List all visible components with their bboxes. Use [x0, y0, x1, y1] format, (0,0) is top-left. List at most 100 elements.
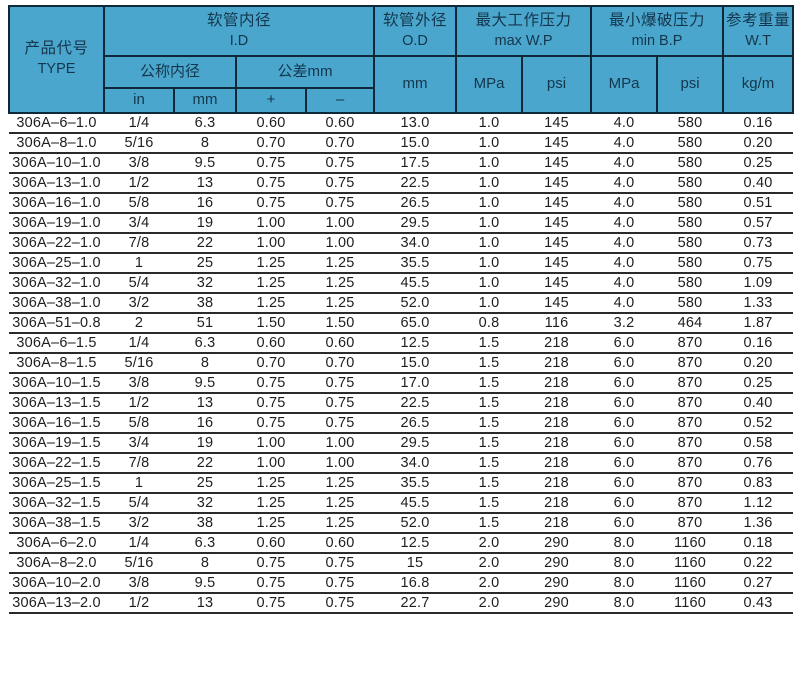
cell-id_in: 5/16: [104, 133, 174, 154]
cell-id_mm: 8: [174, 353, 236, 374]
cell-bp_psi: 580: [657, 133, 724, 154]
col-header-bp-group: 最小爆破压力 min B.P: [590, 5, 725, 57]
cell-tol_plus: 0.75: [236, 173, 306, 194]
cell-id_in: 2: [104, 313, 174, 334]
cell-wt_kgm: 0.20: [723, 133, 794, 154]
cell-wp_mpa: 1.5: [456, 393, 523, 414]
cell-bp_psi: 870: [657, 373, 724, 394]
cell-bp_mpa: 6.0: [591, 373, 658, 394]
cell-type: 306A–6–1.0: [9, 113, 104, 134]
cell-id_mm: 25: [174, 253, 236, 274]
cell-bp_psi: 870: [657, 433, 724, 454]
cell-tol_plus: 0.60: [236, 533, 306, 554]
cell-wt_kgm: 0.25: [723, 153, 794, 174]
cell-wt_kgm: 0.73: [723, 233, 794, 254]
cell-od_mm: 52.0: [374, 513, 457, 534]
cell-wt_kgm: 0.76: [723, 453, 794, 474]
cell-wp_psi: 218: [522, 473, 592, 494]
cell-wp_psi: 145: [522, 213, 592, 234]
cell-wp_psi: 218: [522, 393, 592, 414]
cell-wp_psi: 145: [522, 153, 592, 174]
cell-tol_plus: 1.25: [236, 473, 306, 494]
col-header-bp-cn: 最小爆破压力: [609, 11, 706, 29]
cell-id_in: 1/4: [104, 113, 174, 134]
cell-od_mm: 22.7: [374, 593, 457, 614]
cell-tol_plus: 1.00: [236, 453, 306, 474]
col-header-wp-en: max W.P: [494, 32, 553, 49]
cell-wp_mpa: 1.0: [456, 293, 523, 314]
cell-tol_minus: 0.75: [306, 593, 375, 614]
table-row: 306A–8–1.5 5/16 8 0.70 0.70 15.0 1.5 218 6.0 870 0…: [9, 353, 794, 374]
cell-tol_minus: 0.75: [306, 413, 375, 434]
cell-bp_mpa: 4.0: [591, 113, 658, 134]
cell-wt_kgm: 0.52: [723, 413, 794, 434]
cell-od_mm: 52.0: [374, 293, 457, 314]
cell-wp_psi: 290: [522, 593, 592, 614]
table-row: 306A–6–1.5 1/4 6.3 0.60 0.60 12.5 1.5 218 6.0 870…: [9, 333, 794, 354]
cell-wp_psi: 116: [522, 313, 592, 334]
col-header-wp-psi: psi: [521, 55, 593, 114]
cell-bp_mpa: 4.0: [591, 133, 658, 154]
col-header-wt-en: W.T: [745, 32, 771, 49]
cell-wp_mpa: 1.0: [456, 193, 523, 214]
cell-wp_psi: 290: [522, 533, 592, 554]
cell-wt_kgm: 0.75: [723, 253, 794, 274]
cell-tol_plus: 0.60: [236, 333, 306, 354]
cell-wt_kgm: 1.12: [723, 493, 794, 514]
cell-od_mm: 65.0: [374, 313, 457, 334]
cell-bp_psi: 580: [657, 273, 724, 294]
cell-id_mm: 32: [174, 493, 236, 514]
col-header-bp-en: min B.P: [631, 32, 683, 49]
table-row: 306A–13–1.5 1/2 13 0.75 0.75 22.5 1.5 218 6.0 870…: [9, 393, 794, 414]
cell-id_mm: 6.3: [174, 113, 236, 134]
cell-tol_plus: 0.75: [236, 573, 306, 594]
table-row: 306A–8–2.0 5/16 8 0.75 0.75 15 2.0 290 8.0 1160 0.…: [9, 553, 794, 574]
col-header-tol-plus: +: [235, 87, 307, 114]
cell-od_mm: 15: [374, 553, 457, 574]
cell-type: 306A–13–1.0: [9, 173, 104, 194]
cell-od_mm: 13.0: [374, 113, 457, 134]
cell-type: 306A–8–1.0: [9, 133, 104, 154]
cell-bp_psi: 1160: [657, 553, 724, 574]
cell-bp_mpa: 4.0: [591, 193, 658, 214]
cell-wp_mpa: 1.0: [456, 133, 523, 154]
cell-wp_mpa: 1.5: [456, 473, 523, 494]
cell-tol_minus: 1.25: [306, 473, 375, 494]
cell-wp_psi: 218: [522, 493, 592, 514]
cell-id_in: 5/16: [104, 353, 174, 374]
cell-wt_kgm: 0.83: [723, 473, 794, 494]
col-header-wp-mpa: MPa: [455, 55, 524, 114]
cell-wt_kgm: 0.25: [723, 373, 794, 394]
cell-id_mm: 13: [174, 593, 236, 614]
cell-od_mm: 12.5: [374, 333, 457, 354]
cell-bp_psi: 1160: [657, 573, 724, 594]
col-header-bp-psi: psi: [656, 55, 725, 114]
cell-tol_plus: 1.25: [236, 253, 306, 274]
table-row: 306A–19–1.5 3/4 19 1.00 1.00 29.5 1.5 218 6.0 870…: [9, 433, 794, 454]
cell-type: 306A–22–1.0: [9, 233, 104, 254]
cell-wp_mpa: 2.0: [456, 553, 523, 574]
table-row: 306A–22–1.5 7/8 22 1.00 1.00 34.0 1.5 218 6.0 870…: [9, 453, 794, 474]
cell-bp_mpa: 6.0: [591, 453, 658, 474]
cell-wp_mpa: 1.5: [456, 373, 523, 394]
cell-tol_plus: 0.75: [236, 373, 306, 394]
cell-type: 306A–19–1.0: [9, 213, 104, 234]
cell-od_mm: 17.0: [374, 373, 457, 394]
col-header-wt-cn: 参考重量: [726, 11, 791, 29]
cell-type: 306A–6–2.0: [9, 533, 104, 554]
col-header-type: 产品代号 TYPE: [8, 5, 105, 114]
cell-od_mm: 34.0: [374, 453, 457, 474]
cell-id_mm: 13: [174, 173, 236, 194]
cell-tol_minus: 0.75: [306, 393, 375, 414]
cell-tol_plus: 1.25: [236, 493, 306, 514]
table-row: 306A–10–1.5 3/8 9.5 0.75 0.75 17.0 1.5 218 6.0 87…: [9, 373, 794, 394]
cell-wp_mpa: 2.0: [456, 573, 523, 594]
cell-id_in: 1/2: [104, 593, 174, 614]
cell-bp_psi: 870: [657, 413, 724, 434]
cell-wt_kgm: 0.57: [723, 213, 794, 234]
cell-od_mm: 45.5: [374, 273, 457, 294]
cell-wt_kgm: 0.40: [723, 393, 794, 414]
col-header-id-group: 软管内径 I.D: [102, 5, 376, 57]
cell-od_mm: 45.5: [374, 493, 457, 514]
